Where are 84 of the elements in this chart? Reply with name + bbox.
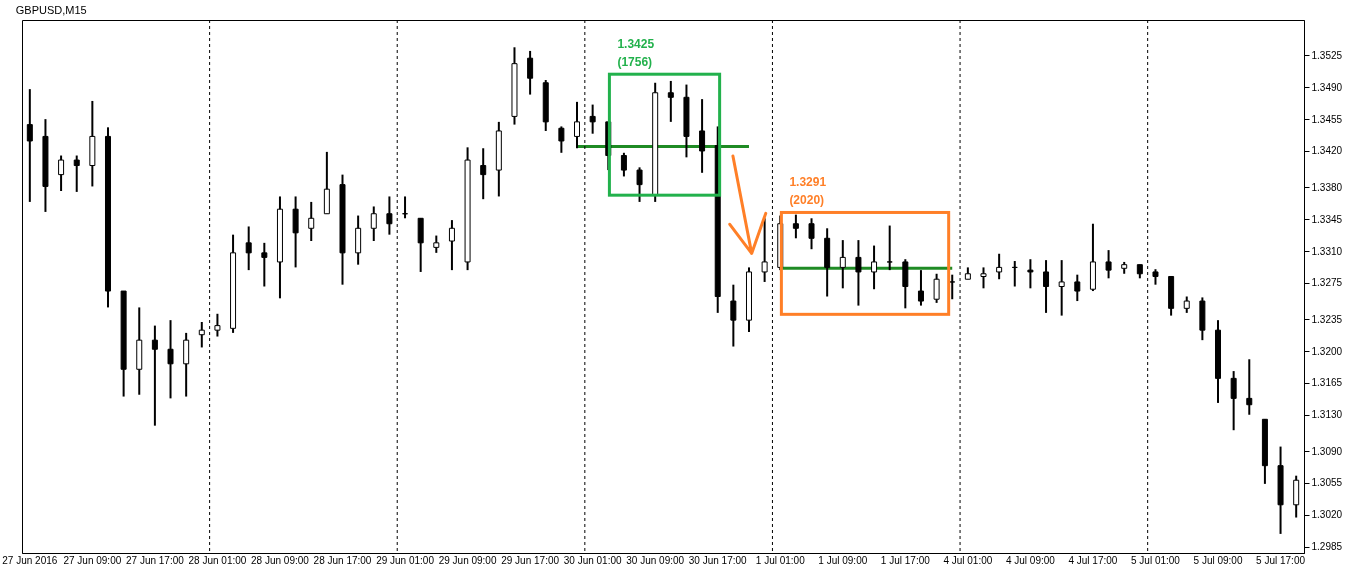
y-tick-label: 1.3380 <box>1311 181 1343 193</box>
x-tick-label: 1 Jul 09:00 <box>818 554 868 566</box>
candlestick <box>1105 249 1112 280</box>
candlestick <box>886 224 893 272</box>
candlestick <box>527 49 534 96</box>
candlestick <box>308 200 315 243</box>
x-tick-label: 27 Jun 2016 <box>2 554 58 566</box>
x-tick-label: 29 Jun 01:00 <box>376 554 435 566</box>
candlestick <box>917 269 924 307</box>
candlestick <box>1058 259 1065 317</box>
y-tick-label: 1.3525 <box>1311 49 1343 61</box>
annotation: 1.3291 (2020) <box>789 175 827 208</box>
candlestick <box>26 88 33 203</box>
y-tick-label: 1.3130 <box>1311 409 1343 421</box>
x-tick-label: 1 Jul 01:00 <box>755 554 806 566</box>
candlestick <box>183 331 190 398</box>
x-tick-label: 30 Jun 09:00 <box>626 554 685 566</box>
y-tick-label: 1.3235 <box>1311 313 1343 325</box>
x-tick-label: 28 Jun 01:00 <box>188 554 247 566</box>
x-tick-label: 28 Jun 17:00 <box>313 554 372 566</box>
candlestick <box>761 217 768 283</box>
x-tick-label: 28 Jun 09:00 <box>251 554 310 566</box>
x-tick-label: 29 Jun 09:00 <box>438 554 497 566</box>
candlestick <box>949 273 956 301</box>
y-tick-label: 1.3165 <box>1311 377 1343 389</box>
y-tick-label: 1.3490 <box>1311 81 1343 93</box>
candlestick <box>636 166 643 203</box>
candlestick <box>214 312 221 338</box>
chart-title: GBPUSD,M15 <box>15 3 87 16</box>
x-tick-label: 27 Jun 09:00 <box>63 554 122 566</box>
y-tick-label: 1.3345 <box>1311 213 1343 225</box>
x-tick-label: 4 Jul 01:00 <box>943 554 993 566</box>
candlestick <box>261 241 268 288</box>
candlestick <box>558 125 565 154</box>
candlestick <box>58 154 65 192</box>
y-tick-label: 1.3020 <box>1311 509 1343 521</box>
candlestick <box>730 283 737 348</box>
x-tick-label: 27 Jun 17:00 <box>125 554 185 566</box>
candlestick <box>980 266 987 290</box>
candlestick <box>996 252 1003 281</box>
x-tick-label: 29 Jun 17:00 <box>501 554 560 566</box>
candlestick <box>480 147 487 201</box>
candlestick <box>855 239 862 307</box>
y-tick-label: 1.3455 <box>1311 113 1343 125</box>
candlestick <box>1246 358 1253 416</box>
y-tick-label: 1.3310 <box>1311 245 1343 257</box>
candlestick <box>448 219 455 272</box>
candlestick <box>386 195 393 236</box>
candlestick <box>933 272 940 304</box>
candlestick <box>1027 258 1034 290</box>
candlestick <box>808 217 815 251</box>
candlestick <box>167 319 174 400</box>
candlestick <box>73 154 80 193</box>
x-tick-label: 5 Jul 17:00 <box>1256 554 1306 566</box>
x-tick-label: 5 Jul 09:00 <box>1193 554 1243 566</box>
candlestick <box>699 98 706 174</box>
y-tick-label: 1.3200 <box>1311 345 1343 357</box>
y-tick-label: 1.3420 <box>1311 145 1343 157</box>
x-tick-label: 5 Jul 01:00 <box>1131 554 1181 566</box>
y-tick-label: 1.3055 <box>1311 477 1343 489</box>
x-tick-label: 1 Jul 17:00 <box>880 554 931 566</box>
x-tick-label: 30 Jun 17:00 <box>688 554 748 566</box>
candlestick <box>574 100 581 150</box>
candlestick <box>792 213 799 240</box>
candlestick <box>871 244 878 291</box>
candlestick <box>245 225 252 272</box>
candlestick <box>839 239 846 290</box>
candlestick <box>292 195 299 269</box>
candlestick <box>370 205 377 243</box>
candlestick <box>1230 370 1237 432</box>
x-tick-label: 4 Jul 09:00 <box>1005 554 1056 566</box>
candlestick <box>667 79 674 123</box>
candlestick <box>620 151 627 178</box>
candlestick <box>589 103 596 135</box>
x-tick-label: 30 Jun 01:00 <box>563 554 622 566</box>
candlestick <box>1074 273 1081 303</box>
candlestick <box>198 320 205 349</box>
y-tick-label: 1.2985 <box>1311 541 1343 553</box>
y-tick-label: 1.3090 <box>1311 445 1343 457</box>
annotation: 1.3425 (1756) <box>617 37 655 70</box>
candlestick <box>151 324 158 427</box>
candlestick <box>1043 259 1050 314</box>
x-tick-label: 4 Jul 17:00 <box>1068 554 1118 566</box>
y-tick-label: 1.3275 <box>1311 277 1343 289</box>
